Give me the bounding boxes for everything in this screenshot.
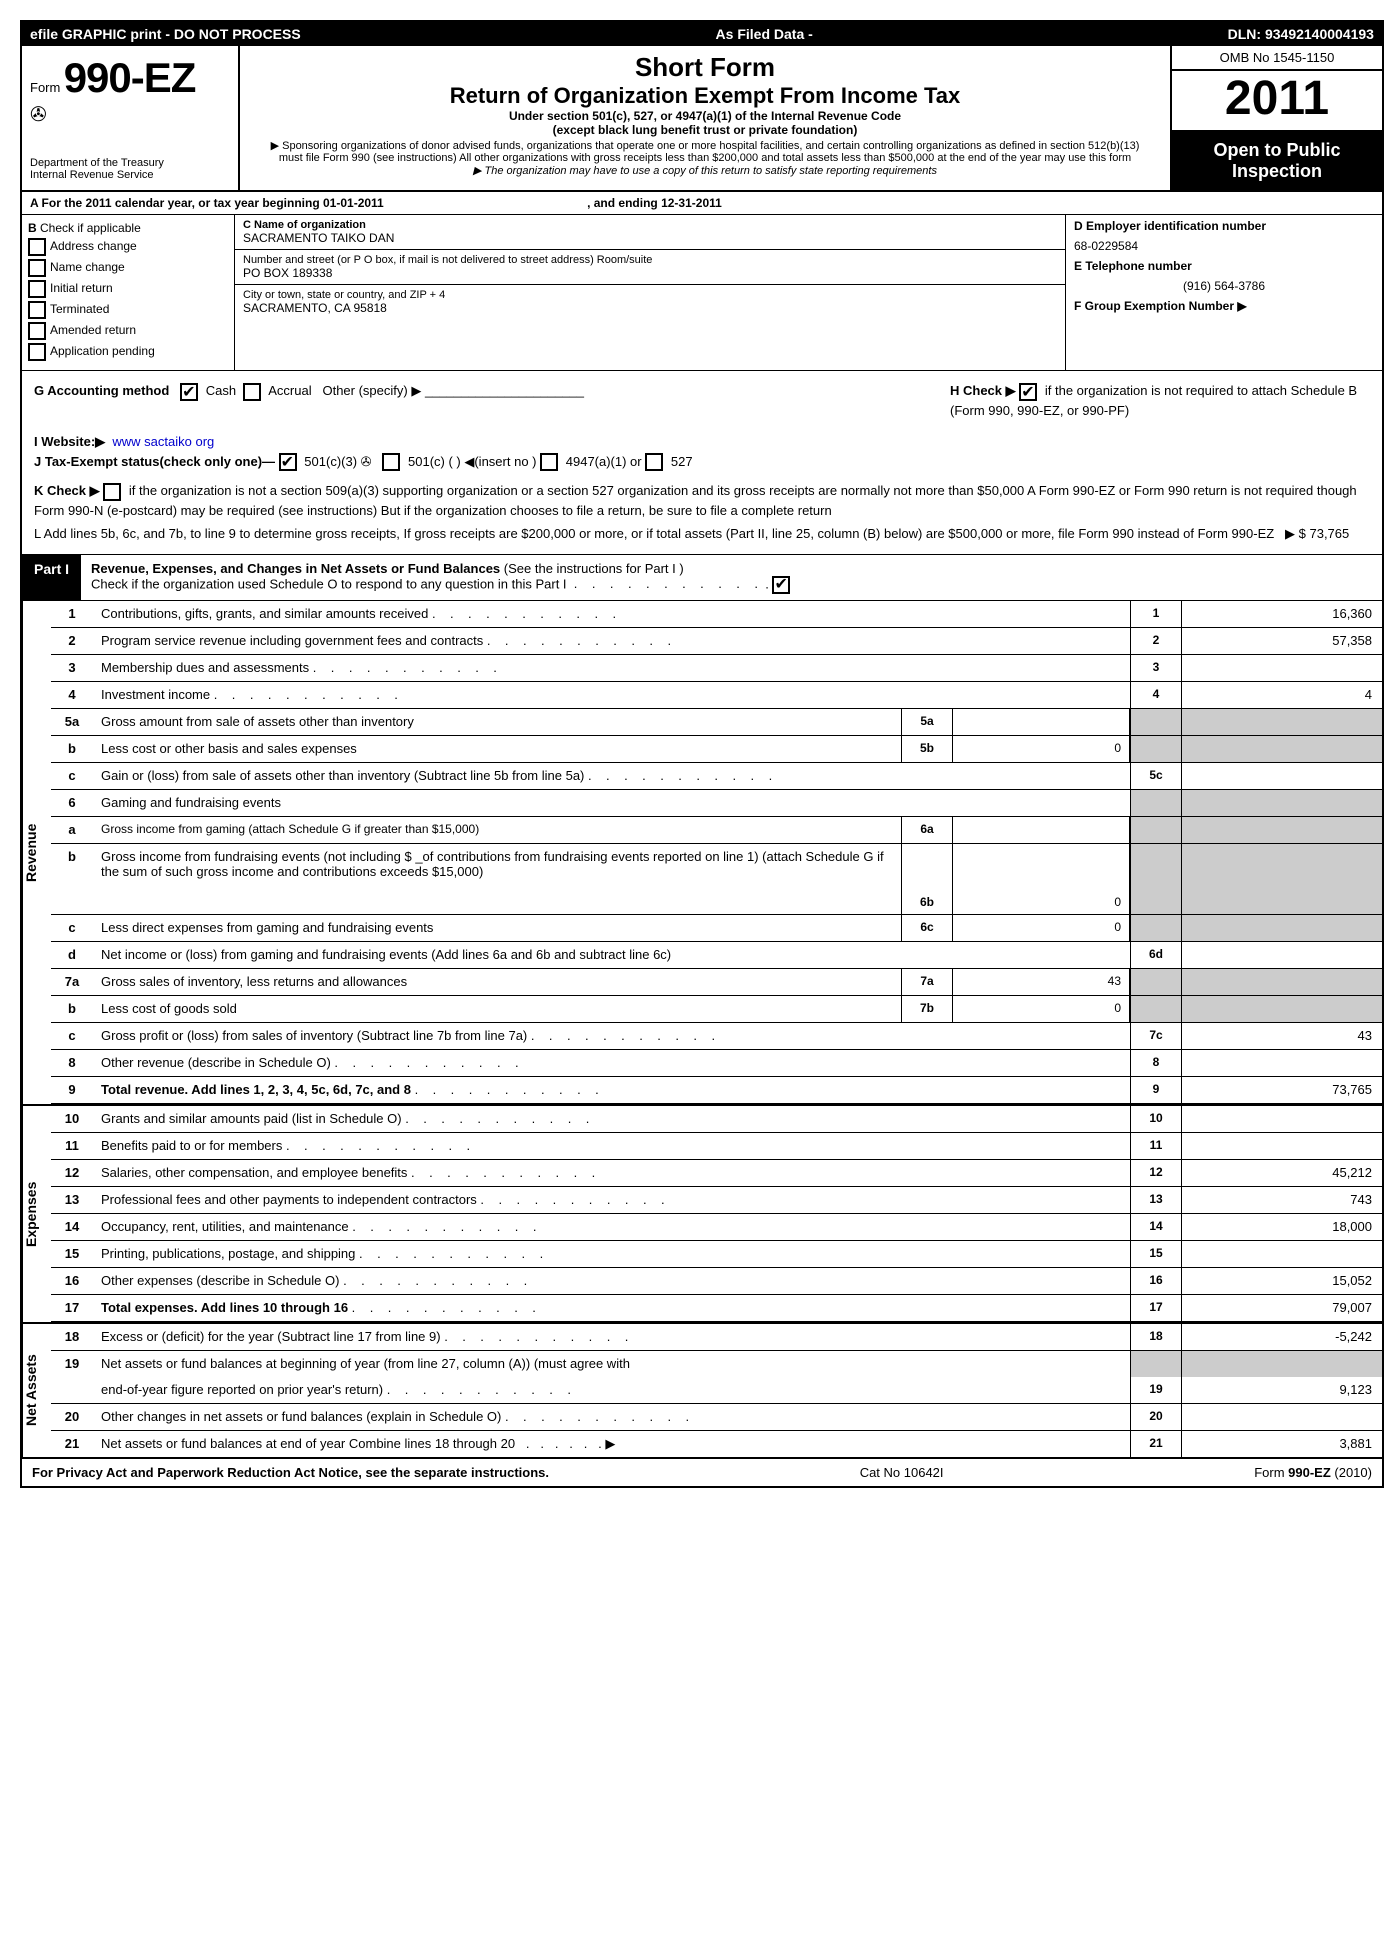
form-prefix: Form (30, 80, 60, 95)
chk-h[interactable] (1019, 383, 1037, 401)
addr-label: Number and street (or P O box, if mail i… (243, 254, 1057, 266)
col-c: C Name of organization SACRAMENTO TAIKO … (235, 215, 1066, 370)
chk-name[interactable] (28, 259, 46, 277)
chk-terminated[interactable] (28, 301, 46, 319)
col-b: B Check if applicable Address change Nam… (22, 215, 235, 370)
row-a-begin: A For the 2011 calendar year, or tax yea… (30, 196, 384, 210)
open-public: Open to Public Inspection (1172, 132, 1382, 190)
chk-pending[interactable] (28, 343, 46, 361)
k-text: if the organization is not a section 509… (34, 483, 1357, 518)
may-use: ▶ The organization may have to use a cop… (260, 164, 1150, 177)
header-left: Form 990-EZ ✇ Department of the Treasury… (22, 46, 240, 190)
col-d: D Employer identification number 68-0229… (1066, 215, 1382, 370)
chk-accrual[interactable] (243, 383, 261, 401)
side-netassets: Net Assets (22, 1324, 51, 1457)
tax-year: 2011 (1172, 71, 1382, 132)
check-if-applic: Check if applicable (40, 221, 141, 235)
j-label: J Tax-Exempt status(check only one)— (34, 454, 275, 469)
top-bar: efile GRAPHIC print - DO NOT PROCESS As … (22, 22, 1382, 46)
topbar-center: As Filed Data - (716, 26, 813, 42)
f-label: F Group Exemption Number ▶ (1074, 299, 1247, 313)
part1-header: Part I Revenue, Expenses, and Changes in… (22, 555, 1382, 601)
city: SACRAMENTO, CA 95818 (243, 301, 1057, 315)
expenses-section: Expenses 10Grants and similar amounts pa… (22, 1104, 1382, 1322)
mid-block: G Accounting method Cash Accrual Other (… (22, 371, 1382, 555)
addr: PO BOX 189338 (243, 266, 1057, 280)
i-label: I Website:▶ (34, 434, 105, 449)
phone: (916) 564-3786 (1074, 279, 1374, 293)
netassets-section: Net Assets 18Excess or (deficit) for the… (22, 1322, 1382, 1457)
chk-initial[interactable] (28, 280, 46, 298)
l-amount: ▶ $ 73,765 (1285, 526, 1349, 541)
sponsor-note: ▶ Sponsoring organizations of donor advi… (260, 139, 1150, 164)
return-title: Return of Organization Exempt From Incom… (260, 83, 1150, 109)
under-section: Under section 501(c), 527, or 4947(a)(1)… (260, 109, 1150, 123)
header-center: Short Form Return of Organization Exempt… (240, 46, 1170, 190)
revenue-section: Revenue 1Contributions, gifts, grants, a… (22, 601, 1382, 1104)
g-label: G Accounting method (34, 383, 169, 398)
l-text: L Add lines 5b, 6c, and 7b, to line 9 to… (34, 526, 1274, 541)
city-label: City or town, state or country, and ZIP … (243, 289, 1057, 301)
header-row: Form 990-EZ ✇ Department of the Treasury… (22, 46, 1382, 192)
ein: 68-0229584 (1074, 239, 1374, 253)
chk-4947[interactable] (540, 453, 558, 471)
dept2: Internal Revenue Service (30, 169, 230, 181)
except: (except black lung benefit trust or priv… (260, 123, 1150, 137)
e-label: E Telephone number (1074, 259, 1192, 273)
side-revenue: Revenue (22, 601, 51, 1104)
d-label: D Employer identification number (1074, 219, 1266, 233)
chk-address[interactable] (28, 238, 46, 256)
part1-title: Revenue, Expenses, and Changes in Net As… (81, 555, 1382, 600)
chk-part1-scho[interactable] (772, 576, 790, 594)
website-link[interactable]: www sactaiko org (112, 434, 214, 449)
omb-no: OMB No 1545-1150 (1172, 46, 1382, 71)
header-right: OMB No 1545-1150 2011 Open to Public Ins… (1170, 46, 1382, 190)
topbar-left: efile GRAPHIC print - DO NOT PROCESS (30, 26, 301, 42)
footer: For Privacy Act and Paperwork Reduction … (22, 1457, 1382, 1486)
short-form: Short Form (260, 52, 1150, 83)
section-b: B Check if applicable Address change Nam… (22, 215, 1382, 371)
chk-501c3[interactable] (279, 453, 297, 471)
chk-501c[interactable] (382, 453, 400, 471)
footer-center: Cat No 10642I (860, 1465, 944, 1480)
dept1: Department of the Treasury (30, 157, 230, 169)
chk-cash[interactable] (180, 383, 198, 401)
chk-amended[interactable] (28, 322, 46, 340)
c-label: C Name of organization (243, 219, 366, 231)
topbar-right: DLN: 93492140004193 (1228, 26, 1374, 42)
row-a-end: , and ending 12-31-2011 (587, 196, 722, 210)
row-a: A For the 2011 calendar year, or tax yea… (22, 192, 1382, 215)
part1-label: Part I (22, 555, 81, 600)
form-990ez-page: efile GRAPHIC print - DO NOT PROCESS As … (20, 20, 1384, 1488)
form-number: 990-EZ (64, 54, 196, 101)
chk-k[interactable] (103, 483, 121, 501)
footer-right: Form 990-EZ (2010) (1254, 1465, 1372, 1480)
chk-527[interactable] (645, 453, 663, 471)
org-name: SACRAMENTO TAIKO DAN (243, 231, 1057, 245)
side-expenses: Expenses (22, 1106, 51, 1322)
k-label: K Check ▶ (34, 483, 100, 498)
b-label: B (28, 221, 37, 235)
h-label: H Check ▶ (950, 383, 1016, 398)
footer-left: For Privacy Act and Paperwork Reduction … (32, 1465, 549, 1480)
